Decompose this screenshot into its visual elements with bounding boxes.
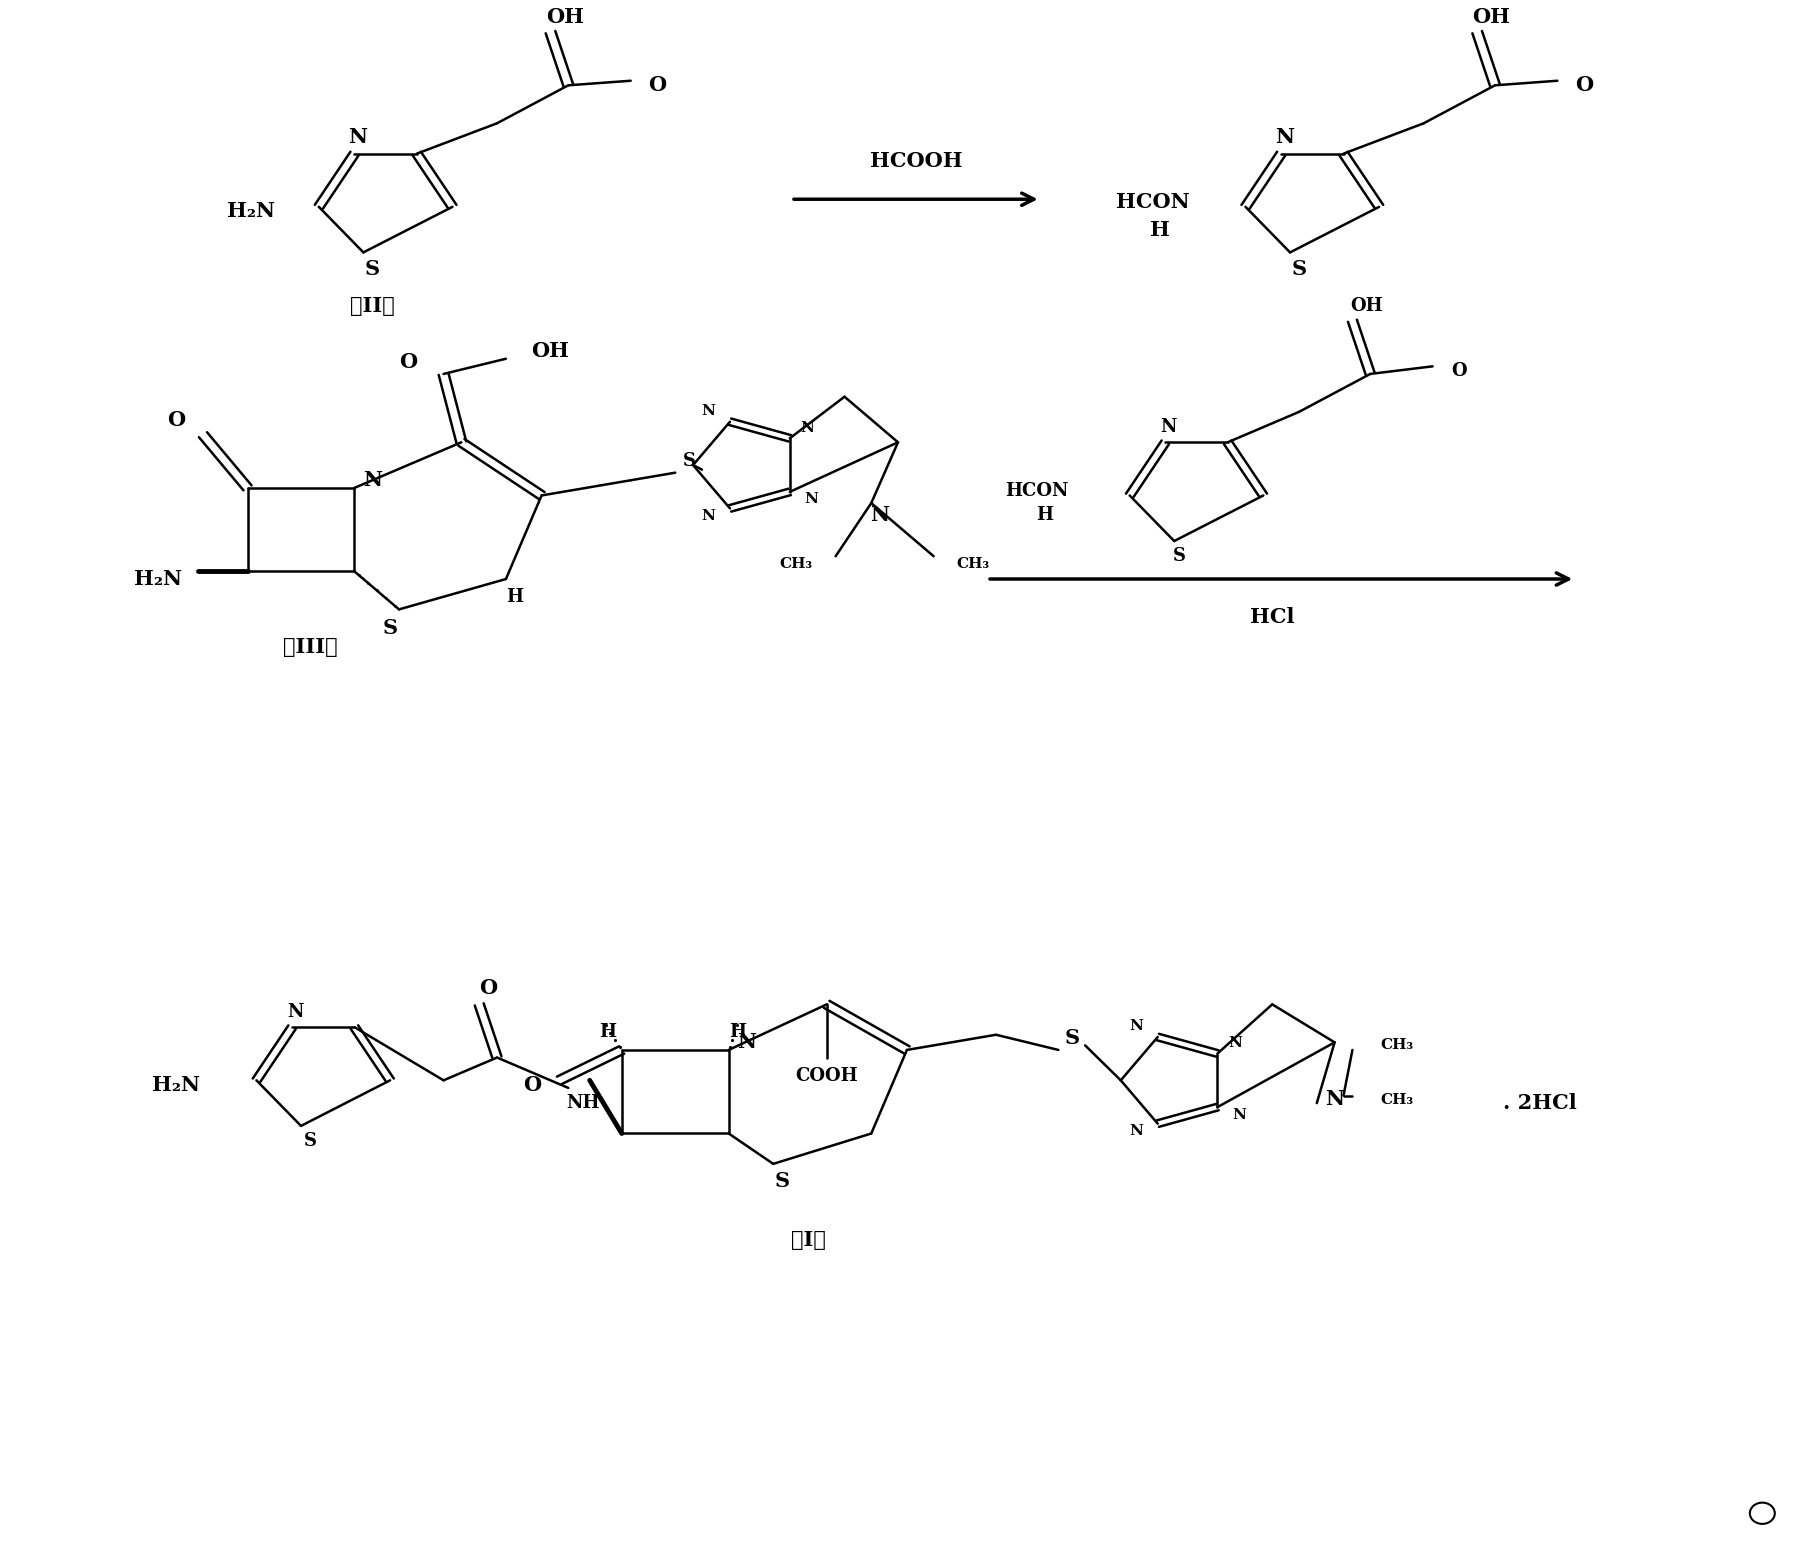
Text: OH: OH	[1473, 8, 1510, 26]
Text: S: S	[365, 259, 379, 279]
Text: CH₃: CH₃	[955, 557, 990, 571]
Text: H: H	[1036, 506, 1052, 525]
Text: S: S	[1291, 259, 1306, 279]
Text: O: O	[480, 978, 497, 998]
Text: N: N	[1325, 1088, 1343, 1108]
Text: H₂N: H₂N	[135, 569, 183, 589]
Text: HCON: HCON	[1006, 481, 1069, 500]
Text: N: N	[1232, 1108, 1246, 1122]
Text: S: S	[304, 1133, 316, 1150]
Text: （II）: （II）	[350, 296, 395, 316]
Text: H: H	[1149, 219, 1169, 239]
Text: N: N	[702, 509, 715, 523]
Text: N: N	[1275, 127, 1295, 147]
Text: HCON: HCON	[1115, 193, 1189, 213]
Text: （III）: （III）	[282, 637, 338, 657]
Text: H: H	[506, 588, 523, 606]
Text: OH: OH	[532, 341, 569, 361]
Text: O: O	[167, 409, 185, 429]
Text: N: N	[1130, 1020, 1144, 1034]
Text: S: S	[774, 1171, 790, 1191]
Text: S: S	[1173, 548, 1185, 565]
Text: . 2HCl: . 2HCl	[1503, 1092, 1577, 1113]
Text: O: O	[1575, 76, 1593, 96]
Text: N: N	[702, 404, 715, 418]
Text: N: N	[805, 492, 819, 506]
Text: O: O	[648, 76, 666, 96]
Text: CH₃: CH₃	[779, 557, 814, 571]
Text: N: N	[363, 471, 383, 491]
Text: N: N	[1160, 418, 1176, 437]
Text: O: O	[1451, 363, 1467, 380]
Text: S: S	[383, 617, 397, 637]
Text: O: O	[399, 352, 417, 372]
Text: COOH: COOH	[796, 1066, 858, 1085]
Text: H: H	[729, 1023, 745, 1040]
Text: ·: ·	[361, 572, 366, 586]
Text: N: N	[348, 127, 368, 147]
Text: HCOOH: HCOOH	[869, 151, 963, 171]
Text: OH: OH	[546, 8, 584, 26]
Text: S: S	[682, 452, 697, 469]
Text: O: O	[524, 1075, 542, 1096]
Text: H₂N: H₂N	[153, 1075, 201, 1096]
Text: OH: OH	[1351, 296, 1383, 315]
Text: CH₃: CH₃	[1381, 1038, 1413, 1052]
Text: N: N	[1228, 1035, 1243, 1049]
Text: H: H	[600, 1023, 616, 1040]
Text: N: N	[801, 421, 815, 435]
Text: N: N	[871, 505, 889, 525]
Text: CH₃: CH₃	[1381, 1092, 1413, 1106]
Text: H₂N: H₂N	[226, 202, 275, 221]
Text: N: N	[287, 1003, 304, 1021]
Text: NH: NH	[566, 1094, 600, 1113]
Text: N: N	[1130, 1125, 1144, 1139]
Text: S: S	[1065, 1028, 1079, 1048]
Text: N: N	[736, 1032, 756, 1052]
Text: HCl: HCl	[1250, 606, 1295, 626]
Text: （I）: （I）	[792, 1230, 826, 1250]
